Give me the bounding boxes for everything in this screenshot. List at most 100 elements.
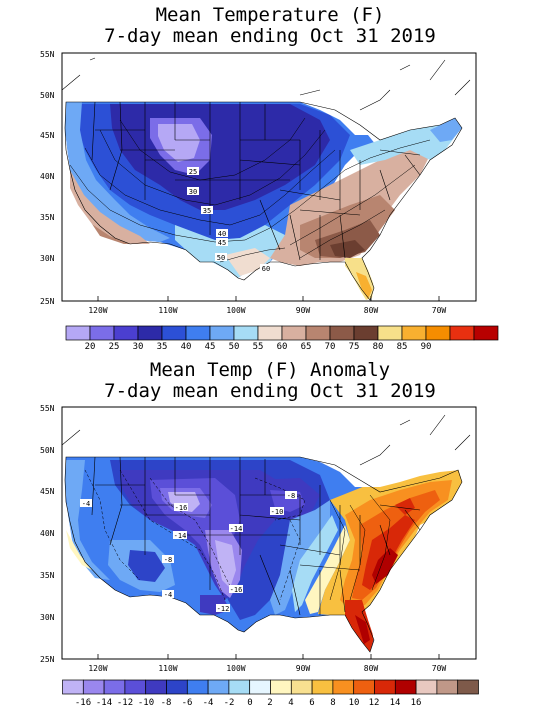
panel1-colorbar-tick: 50 (229, 342, 240, 352)
colorbar-swatch (89, 325, 115, 341)
colorbar-swatch (161, 325, 187, 341)
colorbar-swatch (249, 679, 271, 695)
panel2-contour-label: -16 (175, 504, 188, 512)
panel1-state-borders (62, 57, 471, 301)
panel1-colorbar-tick: 85 (397, 342, 408, 352)
panel1-contour-label: 35 (203, 207, 211, 215)
panel1-contour-label: 50 (217, 254, 225, 262)
colorbar-swatch (311, 679, 334, 695)
panel2-lat-label: 45N (40, 487, 55, 496)
panel1-lon-label: 100W (226, 306, 245, 315)
colorbar-swatch (113, 325, 139, 341)
panel1-lon-labels: 120W 110W 100W 90W 80W 70W (88, 306, 446, 315)
panel2-lon-label: 110W (158, 664, 177, 673)
panel2-contour-label: -14 (230, 525, 243, 533)
panel2-contour-label: -10 (271, 508, 284, 516)
panel1-colorbar: 20 25 30 35 40 45 50 55 60 65 70 75 80 8… (65, 325, 499, 352)
panel2-contour-label: -4 (164, 591, 172, 599)
panel2-lon-labels: 120W 110W 100W 90W 80W 70W (88, 664, 446, 673)
panel1-lat-labels: 55N 50N 45N 40N 35N 30N 25N (40, 50, 55, 306)
panel1-lat-label: 50N (40, 91, 55, 100)
colorbar-swatch (228, 679, 251, 695)
panel2-contour-label: -14 (174, 532, 187, 540)
panel1-colorbar-ticks: 20 25 30 35 40 45 50 55 60 65 70 75 80 8… (85, 342, 432, 352)
panel2-colorbar-tick: 2 (267, 698, 272, 708)
panel1-colorbar-tick: 55 (253, 342, 264, 352)
colorbar-swatch (62, 679, 84, 695)
panel2-lat-label: 40N (40, 529, 55, 538)
panel1-contours (69, 117, 431, 263)
colorbar-swatch (457, 679, 479, 695)
panel2-map-frame (61, 406, 477, 660)
panel2-colorbar-tick: 4 (288, 698, 293, 708)
panel2-contour-label: -4 (82, 500, 90, 508)
colorbar-swatch (449, 325, 475, 341)
panel2-lat-labels: 55N 50N 45N 40N 35N 30N 25N (40, 404, 55, 664)
panel2-lat-label: 50N (40, 446, 55, 455)
panel2-lon-label: 80W (364, 664, 379, 673)
panel2-colorbar-tick: 12 (369, 698, 380, 708)
panel1-temperature-fill (62, 53, 476, 301)
panel1-lat-label: 25N (40, 297, 55, 306)
panel2-title-line2: 7-day mean ending Oct 31 2019 (104, 380, 436, 402)
panel1-colorbar-tick: 90 (421, 342, 432, 352)
panel2-colorbar-tick: 14 (390, 698, 401, 708)
colorbar-swatch (290, 679, 313, 695)
colorbar-swatch (186, 679, 209, 695)
colorbar-swatch (281, 325, 307, 341)
panel1-colorbar-tick: 60 (277, 342, 288, 352)
colorbar-swatch (353, 325, 379, 341)
panel2-colorbar-tick: -4 (203, 698, 214, 708)
colorbar-swatch (425, 325, 451, 341)
panel1-colorbar-tick: 70 (325, 342, 336, 352)
panel1-lon-label: 70W (432, 306, 447, 315)
panel1-colorbar-tick: 65 (301, 342, 312, 352)
panel2-contours-negative (84, 469, 306, 601)
panel1-map-frame (61, 52, 477, 302)
panel1-title-line2: 7-day mean ending Oct 31 2019 (104, 25, 436, 47)
panel2-colorbar-tick: -6 (182, 698, 193, 708)
panel1-contour-label: 45 (218, 239, 226, 247)
panel2-colorbar: -16 -14 -12 -10 -8 -6 -4 -2 0 2 4 6 8 10… (62, 679, 479, 708)
colorbar-swatch (257, 325, 283, 341)
panel1-lat-label: 35N (40, 213, 55, 222)
panel1-lon-label: 80W (364, 306, 379, 315)
panel2-lon-label: 120W (88, 664, 107, 673)
panel2-contour-label: -8 (287, 492, 295, 500)
panel2-title-line1: Mean Temp (F) Anomaly (149, 359, 391, 381)
colorbar-swatch (185, 325, 211, 341)
panel2-contour-label: -12 (217, 605, 230, 613)
panel2-colorbar-swatches (62, 679, 479, 695)
panel1-colorbar-tick: 75 (349, 342, 360, 352)
panel1-colorbar-tick: 40 (181, 342, 192, 352)
panel1-lat-label: 40N (40, 172, 55, 181)
panel1-colorbar-tick: 30 (133, 342, 144, 352)
panel1-contour-label: 30 (189, 188, 197, 196)
colorbar-swatch (305, 325, 331, 341)
colorbar-swatch (332, 679, 355, 695)
panel1-lon-label: 110W (158, 306, 177, 315)
colorbar-swatch (166, 679, 188, 695)
panel2-lat-label: 30N (40, 613, 55, 622)
panel1-colorbar-tick: 25 (109, 342, 120, 352)
panel1-lat-label: 30N (40, 254, 55, 263)
colorbar-swatch (374, 679, 396, 695)
panel1-contour-labels: 25 30 35 40 45 50 60 (187, 167, 272, 273)
panel2-colorbar-tick: -14 (96, 698, 112, 708)
panel2-colorbar-ticks: -16 -14 -12 -10 -8 -6 -4 -2 0 2 4 6 8 10… (75, 698, 422, 708)
panel1-lon-label: 120W (88, 306, 107, 315)
panel1-colorbar-tick: 80 (373, 342, 384, 352)
colorbar-swatch (65, 325, 91, 341)
panel1-colorbar-tick: 35 (157, 342, 168, 352)
panel2-colorbar-tick: 10 (349, 698, 360, 708)
panel1-contour-label: 60 (262, 265, 270, 273)
panel2-colorbar-tick: 6 (309, 698, 314, 708)
panel2-lon-label: 90W (296, 664, 311, 673)
colorbar-swatch (137, 325, 163, 341)
colorbar-swatch (124, 679, 147, 695)
panel1-lat-label: 55N (40, 50, 55, 59)
panel1-title-line1: Mean Temperature (F) (155, 4, 385, 26)
panel2-colorbar-tick: -10 (138, 698, 154, 708)
colorbar-swatch (415, 679, 438, 695)
panel2-contour-label: -16 (230, 586, 243, 594)
